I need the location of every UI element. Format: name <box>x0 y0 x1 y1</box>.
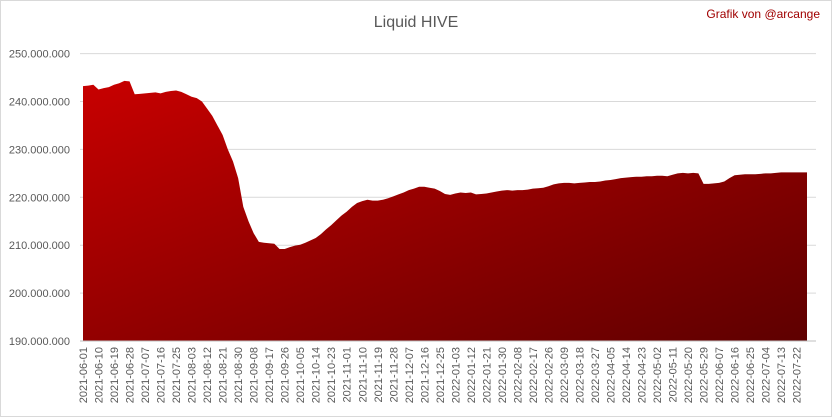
x-tick-label: 2022-04-14 <box>621 347 633 403</box>
x-tick-label: 2022-07-04 <box>761 347 773 403</box>
x-tick-label: 2021-09-08 <box>249 347 261 403</box>
x-tick-label: 2022-04-23 <box>637 347 649 403</box>
x-tick-label: 2021-06-01 <box>78 347 90 403</box>
x-tick-label: 2022-05-29 <box>699 347 711 403</box>
x-tick-label: 2022-05-11 <box>668 347 680 402</box>
x-tick-label: 2021-07-25 <box>171 347 183 403</box>
x-tick-label: 2021-08-30 <box>233 347 245 403</box>
x-tick-label: 2021-06-28 <box>125 347 137 403</box>
y-tick-label: 250.000.000 <box>9 49 70 61</box>
area <box>83 80 807 341</box>
x-tick-label: 2021-10-14 <box>311 347 323 403</box>
x-tick-label: 2021-10-05 <box>295 347 307 403</box>
y-tick-label: 220.000.000 <box>9 192 70 204</box>
x-tick-label: 2022-05-02 <box>652 347 664 403</box>
x-tick-label: 2021-12-07 <box>404 347 416 403</box>
x-tick-label: 2022-01-21 <box>481 347 493 403</box>
x-tick-label: 2022-01-30 <box>497 347 509 403</box>
x-tick-label: 2022-03-09 <box>559 347 571 403</box>
x-tick-label: 2022-02-08 <box>512 347 524 403</box>
x-tick-label: 2021-12-25 <box>435 347 447 403</box>
x-tick-label: 2022-07-22 <box>792 347 804 403</box>
x-tick-label: 2022-02-17 <box>528 347 540 403</box>
x-tick-label: 2021-09-17 <box>264 347 276 403</box>
y-tick-label: 190.000.000 <box>9 336 70 348</box>
x-tick-label: 2022-06-25 <box>745 347 757 403</box>
x-tick-label: 2021-12-16 <box>419 347 431 403</box>
x-tick-label: 2022-01-03 <box>450 347 462 403</box>
x-tick-label: 2021-11-19 <box>373 347 385 402</box>
x-tick-label: 2021-06-19 <box>109 347 121 403</box>
x-tick-label: 2021-11-10 <box>357 347 369 402</box>
x-tick-label: 2021-07-07 <box>140 347 152 403</box>
x-tick-label: 2021-10-23 <box>326 347 338 403</box>
x-tick-label: 2022-04-05 <box>605 347 617 403</box>
y-tick-label: 200.000.000 <box>9 288 70 300</box>
chart-title: Liquid HIVE <box>374 14 459 31</box>
x-tick-label: 2021-08-21 <box>218 347 230 403</box>
x-tick-label: 2021-11-28 <box>388 347 400 402</box>
x-tick-label: 2022-03-27 <box>590 347 602 403</box>
x-tick-label: 2022-03-18 <box>574 347 586 403</box>
x-tick-label: 2022-01-12 <box>466 347 478 403</box>
x-tick-label: 2021-06-10 <box>94 347 106 403</box>
x-tick-label: 2022-05-20 <box>683 347 695 403</box>
y-tick-label: 230.000.000 <box>9 144 70 156</box>
x-tick-label: 2021-07-16 <box>156 347 168 403</box>
annotation: Grafik von @arcange <box>706 7 820 21</box>
x-tick-label: 2021-11-01 <box>342 347 354 402</box>
y-tick-label: 210.000.000 <box>9 240 70 252</box>
x-tick-label: 2021-08-12 <box>202 347 214 403</box>
x-tick-label: 2022-06-16 <box>730 347 742 403</box>
x-tick-label: 2021-09-26 <box>280 347 292 403</box>
x-tick-label: 2021-08-03 <box>187 347 199 403</box>
y-tick-label: 240.000.000 <box>9 96 70 108</box>
x-tick-label: 2022-06-07 <box>714 347 726 403</box>
x-tick-label: 2022-02-26 <box>543 347 555 403</box>
x-tick-label: 2022-07-13 <box>776 347 788 403</box>
